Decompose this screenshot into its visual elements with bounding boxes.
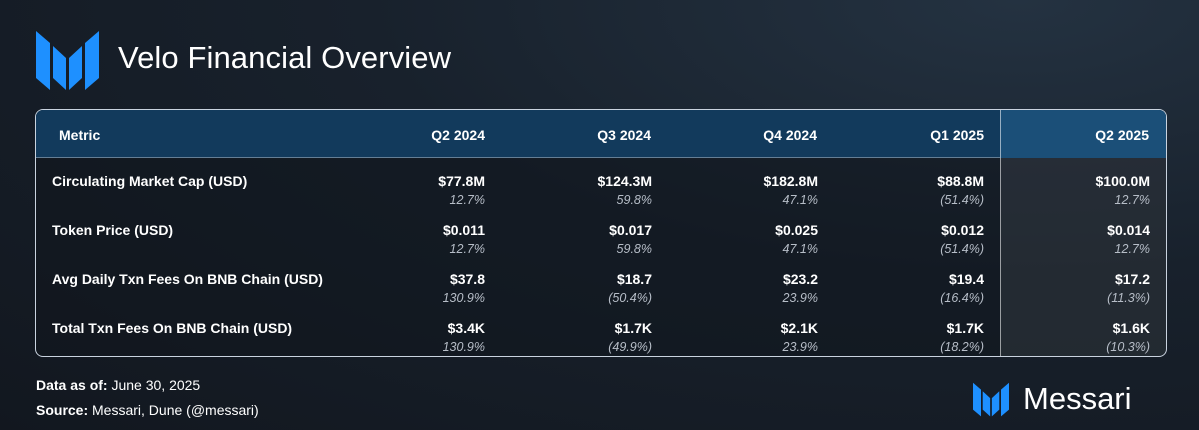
data-as-of-value: June 30, 2025 [111, 377, 201, 393]
change-cell: (11.3%) [1107, 291, 1150, 305]
value-cell: $1.6K [1112, 320, 1150, 336]
change-cell: 23.9% [782, 291, 818, 305]
value-cell: $88.8M [937, 173, 984, 189]
column-header-metric: Metric [59, 127, 101, 143]
data-as-of: Data as of: June 30, 2025 [36, 377, 200, 393]
change-cell: (51.4%) [940, 193, 984, 207]
change-cell: 12.7% [449, 193, 485, 207]
messari-logo-icon [973, 382, 1009, 417]
data-as-of-label: Data as of: [36, 377, 108, 393]
change-cell: (10.3%) [1106, 340, 1150, 354]
value-cell: $182.8M [763, 173, 818, 189]
brand-logo: Messari [973, 381, 1153, 417]
metric-label: Total Txn Fees On BNB Chain (USD) [52, 320, 293, 336]
brand-name: Messari [1023, 381, 1132, 416]
column-header-q3-2024: Q3 2024 [597, 127, 651, 143]
change-cell: 12.7% [1114, 193, 1150, 207]
table-header-row: Metric Q2 2024 Q3 2024 Q4 2024 Q1 2025 Q… [36, 110, 1166, 158]
value-cell: $3.4K [447, 320, 485, 336]
table-row: Circulating Market Cap (USD) $77.8M 12.7… [36, 165, 1166, 214]
change-cell: 23.9% [782, 340, 818, 354]
value-cell: $0.014 [1107, 222, 1150, 238]
metric-label: Token Price (USD) [52, 222, 174, 238]
metric-label: Avg Daily Txn Fees On BNB Chain (USD) [52, 271, 323, 287]
table-row: Token Price (USD) $0.011 12.7% $0.017 59… [36, 214, 1166, 263]
column-header-q2-2025: Q2 2025 [1095, 127, 1149, 143]
value-cell: $23.2 [782, 271, 818, 287]
value-cell: $77.8M [438, 173, 485, 189]
change-cell: (49.9%) [608, 340, 652, 354]
value-cell: $2.1K [780, 320, 818, 336]
change-cell: 130.9% [442, 340, 485, 354]
change-cell: 47.1% [782, 242, 818, 256]
column-header-q4-2024: Q4 2024 [763, 127, 817, 143]
source-value: Messari, Dune (@messari) [92, 402, 259, 418]
value-cell: $0.025 [775, 222, 818, 238]
value-cell: $37.8 [449, 271, 485, 287]
change-cell: 59.8% [616, 242, 652, 256]
source-line: Source: Messari, Dune (@messari) [36, 402, 259, 418]
table-row: Total Txn Fees On BNB Chain (USD) $3.4K … [36, 312, 1166, 356]
value-cell: $1.7K [614, 320, 652, 336]
value-cell: $0.017 [609, 222, 652, 238]
value-cell: $0.011 [442, 222, 485, 238]
value-cell: $124.3M [597, 173, 652, 189]
column-header-q1-2025: Q1 2025 [930, 127, 984, 143]
value-cell: $100.0M [1095, 173, 1150, 189]
metric-label: Circulating Market Cap (USD) [52, 173, 248, 189]
value-cell: $18.7 [616, 271, 652, 287]
change-cell: (16.4%) [940, 291, 984, 305]
change-cell: 12.7% [449, 242, 485, 256]
value-cell: $0.012 [941, 222, 984, 238]
highlight-column-header [1000, 110, 1166, 158]
financial-table: Metric Q2 2024 Q3 2024 Q4 2024 Q1 2025 Q… [35, 109, 1167, 357]
messari-logo-icon [36, 31, 99, 90]
change-cell: 130.9% [442, 291, 485, 305]
page-title: Velo Financial Overview [118, 40, 452, 75]
change-cell: 59.8% [616, 193, 652, 207]
change-cell: (18.2%) [940, 340, 984, 354]
table-row: Avg Daily Txn Fees On BNB Chain (USD) $3… [36, 263, 1166, 312]
change-cell: (51.4%) [940, 242, 984, 256]
change-cell: 47.1% [782, 193, 818, 207]
source-label: Source: [36, 402, 89, 418]
value-cell: $17.2 [1114, 271, 1150, 287]
change-cell: 12.7% [1114, 242, 1150, 256]
value-cell: $1.7K [946, 320, 984, 336]
change-cell: (50.4%) [608, 291, 652, 305]
column-header-q2-2024: Q2 2024 [431, 127, 485, 143]
value-cell: $19.4 [948, 271, 984, 287]
